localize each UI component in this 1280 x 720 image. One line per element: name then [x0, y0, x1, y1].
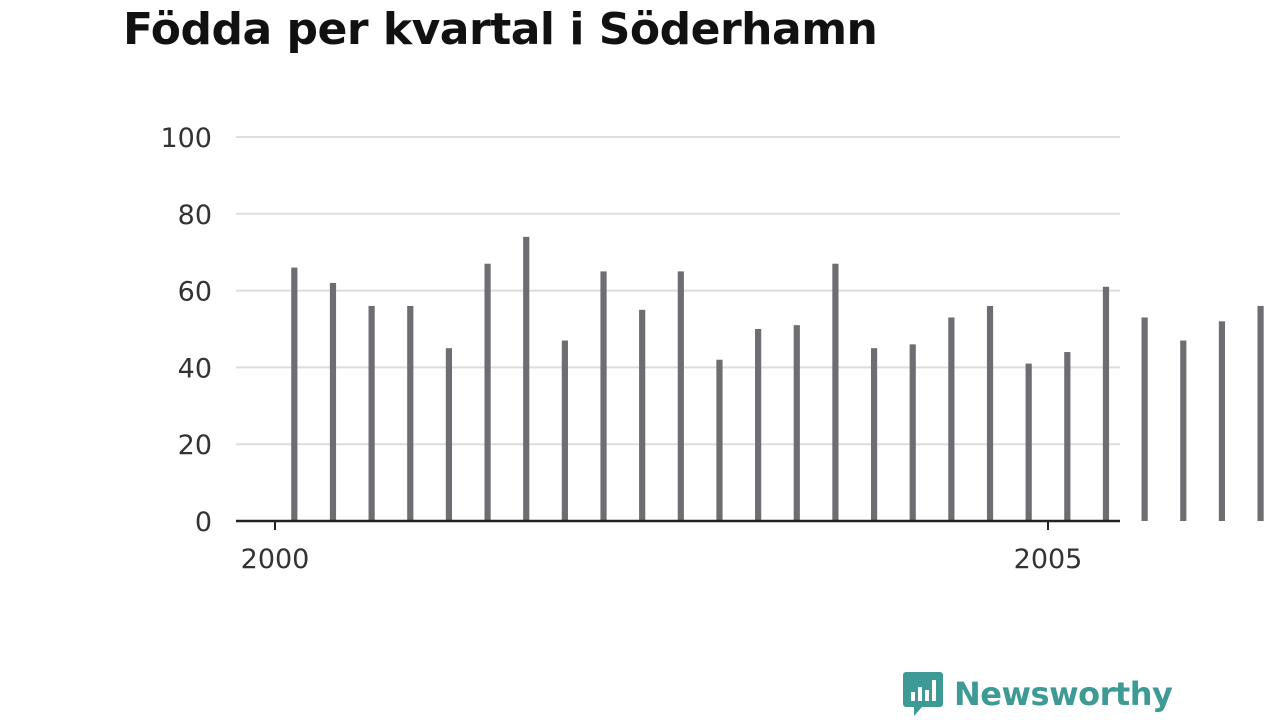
y-tick-label: 80	[178, 200, 212, 231]
bar	[1064, 352, 1071, 521]
y-tick-label: 40	[178, 353, 212, 384]
bar	[523, 236, 530, 521]
bar	[1218, 321, 1226, 521]
brand-name: Newsworthy	[954, 675, 1173, 713]
bar	[484, 263, 491, 521]
bar	[793, 325, 800, 521]
y-tick-label: 60	[178, 277, 212, 308]
y-tick-label: 0	[195, 507, 212, 538]
bar	[1180, 340, 1187, 521]
bar	[291, 267, 298, 521]
y-tick-label: 100	[160, 123, 212, 154]
bar	[445, 348, 453, 521]
chart-bubble-icon	[903, 672, 943, 716]
bar	[986, 305, 994, 521]
bar	[1025, 363, 1032, 521]
bar	[600, 271, 607, 521]
bar	[716, 359, 723, 521]
bar	[1141, 317, 1148, 521]
bar	[870, 348, 878, 521]
bar	[329, 282, 337, 521]
y-tick-label: 20	[178, 430, 212, 461]
bar	[909, 344, 916, 521]
bar	[561, 340, 568, 521]
bar	[755, 329, 762, 521]
bar	[407, 305, 414, 521]
chart-title: Födda per kvartal i Söderhamn	[123, 4, 878, 55]
bar	[1257, 305, 1264, 521]
newsworthy-brand: Newsworthy	[902, 670, 1173, 718]
bar	[677, 271, 684, 521]
x-tick-label: 2000	[241, 544, 310, 575]
x-axis	[236, 519, 1120, 530]
x-tick-label: 2005	[1014, 544, 1083, 575]
x-axis-tick-labels: 200020052010201520202025	[241, 544, 1083, 575]
bar	[639, 309, 646, 521]
bar	[948, 317, 955, 521]
bar	[1102, 286, 1110, 521]
bar	[832, 263, 839, 521]
bar	[368, 305, 375, 521]
y-axis-tick-labels: 0 20 40 60 80 100	[160, 123, 212, 538]
bars	[291, 236, 1264, 521]
